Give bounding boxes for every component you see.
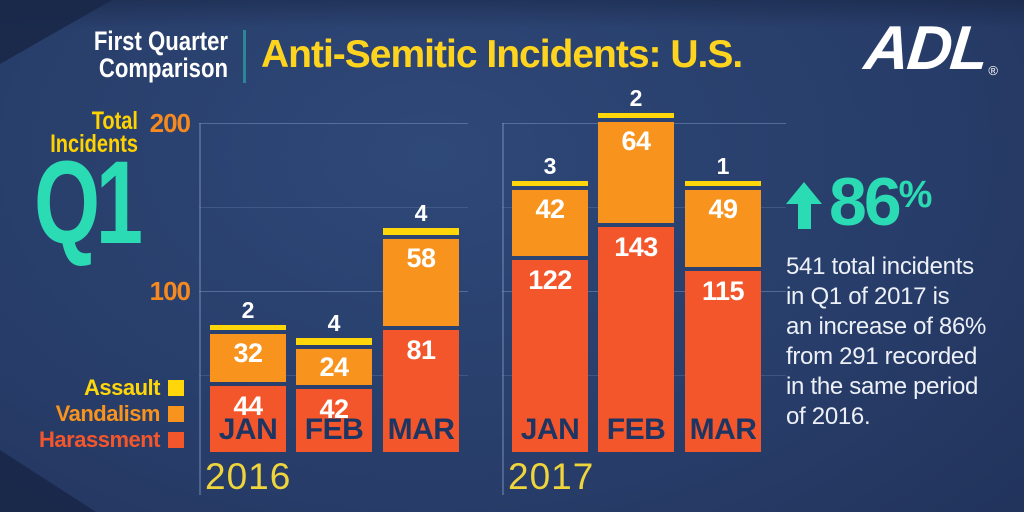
bar-segment-vandalism: 42 <box>512 190 588 256</box>
bar-segment-assault <box>383 228 459 235</box>
legend-item-vandalism: Vandalism <box>56 403 184 425</box>
year-label-2017: 2017 <box>508 456 595 497</box>
vandalism-value: 58 <box>406 243 436 273</box>
month-label-mar: MAR <box>387 413 455 446</box>
bar-segment-harassment: 143 FEB <box>598 227 674 452</box>
bar-segment-harassment: 42 FEB <box>296 389 372 452</box>
assault-value: 4 <box>414 200 428 226</box>
assault-value: 2 <box>241 297 255 323</box>
stat-value: 86 <box>829 164 902 240</box>
legend-label-vandalism: Vandalism <box>55 401 161 426</box>
up-arrow-icon <box>786 182 822 229</box>
gridline-100 <box>199 291 468 292</box>
header-kicker: First Quarter Comparison <box>57 28 228 82</box>
harassment-value: 122 <box>528 265 572 295</box>
month-label-jan: JAN <box>218 413 278 446</box>
vandalism-value: 24 <box>319 351 349 382</box>
month-label-feb: FEB <box>304 413 364 446</box>
bar-segment-vandalism: 64 <box>598 122 674 223</box>
bar-segment-assault <box>296 338 372 345</box>
assault-value: 1 <box>716 153 730 179</box>
legend-item-assault: Assault <box>84 377 184 399</box>
bar-2017-feb: 2 64 143 FEB <box>598 87 674 452</box>
bar-segment-vandalism: 32 <box>210 334 286 382</box>
stat-unit: % <box>898 174 933 216</box>
bar-segment-assault <box>512 181 588 186</box>
legend-label-assault: Assault <box>84 375 160 400</box>
axis-title: Total Incidents <box>42 107 139 158</box>
bar-segment-vandalism: 24 <box>296 349 372 385</box>
chart-panel-2016: 2016 2 32 44 JAN 4 24 42 FEB 4 58 81 MAR <box>199 123 468 497</box>
gridline-200 <box>199 123 468 124</box>
harassment-value: 81 <box>406 335 436 365</box>
legend-item-harassment: Harassment <box>39 429 184 451</box>
harassment-value: 44 <box>233 391 263 421</box>
legend-swatch-harassment <box>168 432 184 448</box>
legend: Assault Vandalism Harassment <box>20 377 184 455</box>
bar-segment-assault <box>685 181 761 186</box>
axis-title-line-1: Total <box>91 107 138 135</box>
bar-segment-assault <box>598 113 674 118</box>
assault-value: 2 <box>629 85 643 111</box>
header-divider <box>243 30 246 83</box>
vandalism-value: 42 <box>535 194 565 224</box>
bar-segment-harassment: 122 JAN <box>512 260 588 452</box>
bar-segment-harassment: 44 JAN <box>210 386 286 452</box>
page-title: Anti-Semitic Incidents: U.S. <box>261 33 743 76</box>
year-label-2016: 2016 <box>205 456 292 497</box>
callout-body: 541 total incidents in Q1 of 2017 is an … <box>786 253 987 430</box>
y-axis-line <box>502 123 504 495</box>
kicker-line-1: First Quarter <box>93 26 228 56</box>
harassment-value: 42 <box>319 394 349 424</box>
bar-segment-vandalism: 58 <box>383 239 459 326</box>
bar-segment-vandalism: 49 <box>685 190 761 267</box>
month-label-jan: JAN <box>520 413 580 446</box>
bar-segment-assault <box>210 325 286 330</box>
bar-2016-mar: 4 58 81 MAR <box>383 202 459 452</box>
harassment-value: 115 <box>701 276 745 306</box>
bar-2017-mar: 1 49 115 MAR <box>685 155 761 452</box>
kicker-line-2: Comparison <box>98 53 229 83</box>
arrow-stem <box>797 204 811 229</box>
month-label-feb: FEB <box>606 413 666 446</box>
bar-segment-harassment: 81 MAR <box>383 330 459 452</box>
vandalism-value: 32 <box>233 338 263 368</box>
legend-swatch-vandalism <box>168 406 184 422</box>
registered-mark-icon: ® <box>988 63 998 78</box>
bar-2016-jan: 2 32 44 JAN <box>210 299 286 452</box>
axis-title-line-2: Incidents <box>50 130 139 158</box>
assault-value: 3 <box>543 153 557 179</box>
adl-logo: ADL® <box>861 14 998 83</box>
y-tick-200: 200 <box>149 108 191 138</box>
quarter-badge: Q1 <box>34 137 143 269</box>
y-tick-100: 100 <box>149 276 191 306</box>
arrow-head <box>786 182 822 204</box>
bar-2016-feb: 4 24 42 FEB <box>296 312 372 452</box>
gridline-150 <box>199 207 468 208</box>
chart-panel-2017: 2017 3 42 122 JAN 2 64 143 FEB 1 49 115 MAR <box>502 87 786 497</box>
month-label-mar: MAR <box>689 413 757 446</box>
bar-segment-harassment: 115 MAR <box>685 271 761 452</box>
harassment-value: 143 <box>614 232 658 262</box>
legend-label-harassment: Harassment <box>39 427 160 452</box>
stat: 86 % <box>786 168 1022 236</box>
legend-swatch-assault <box>168 380 184 396</box>
vandalism-value: 64 <box>621 126 651 156</box>
y-axis-line <box>199 123 201 495</box>
assault-value: 4 <box>327 310 341 336</box>
vandalism-value: 49 <box>708 194 738 224</box>
bar-2017-jan: 3 42 122 JAN <box>512 155 588 452</box>
callout: 86 % 541 total incidents in Q1 of 2017 i… <box>786 168 1022 432</box>
